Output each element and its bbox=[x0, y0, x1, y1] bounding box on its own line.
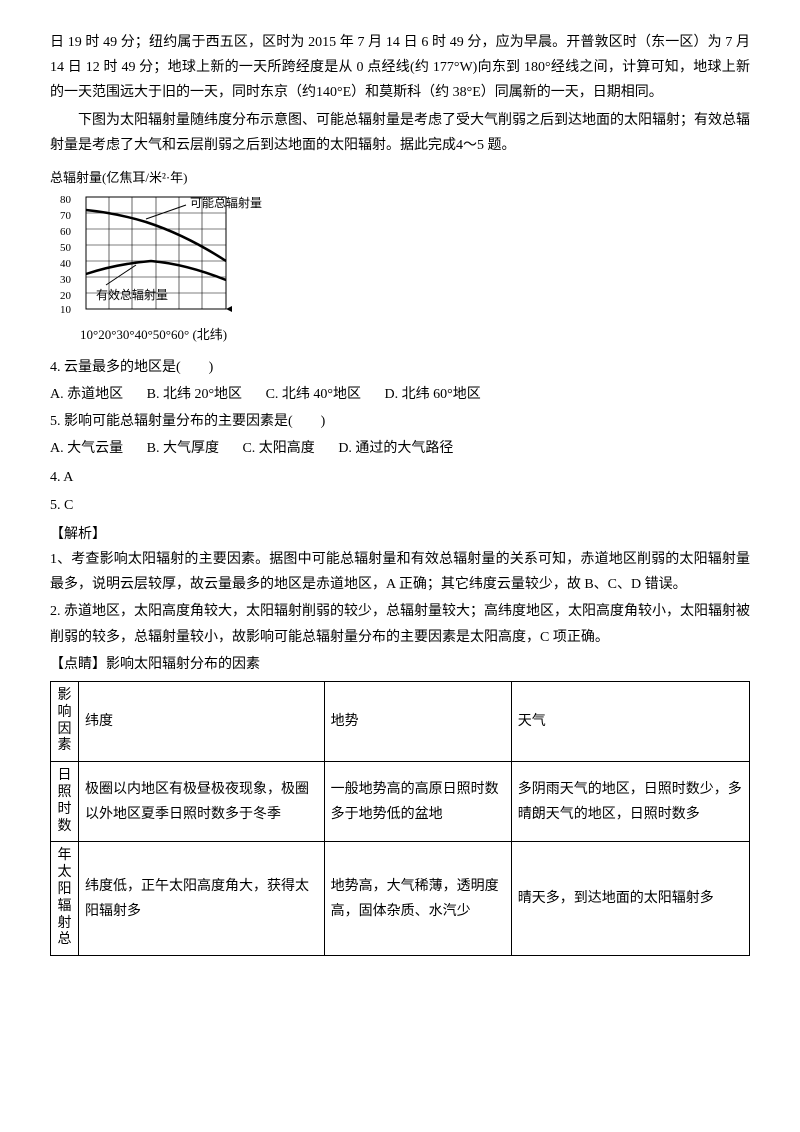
svg-text:60: 60 bbox=[60, 226, 72, 238]
chart-title: 总辐射量(亿焦耳/米²·年) bbox=[50, 166, 750, 189]
radiation-chart: 80 70 60 50 40 30 20 10 可能总辐射量 有效总辐射量 bbox=[58, 191, 278, 321]
row2-c2: 一般地势高的高原日照时数多于地势低的盆地 bbox=[324, 762, 511, 842]
svg-text:30: 30 bbox=[60, 274, 72, 286]
chart-line1-label: 可能总辐射量 bbox=[190, 195, 262, 210]
q4-option-c: C. 北纬 40°地区 bbox=[266, 387, 361, 402]
q5-option-b: B. 大气厚度 bbox=[147, 441, 219, 456]
row3-c3: 晴天多，到达地面的太阳辐射多 bbox=[511, 842, 749, 956]
q5-option-c: C. 太阳高度 bbox=[242, 441, 314, 456]
row1-c3: 天气 bbox=[511, 681, 749, 761]
q5-option-d: D. 通过的大气路径 bbox=[338, 441, 453, 456]
tip-heading: 【点睛】影响太阳辐射分布的因素 bbox=[50, 652, 750, 677]
table-row: 影响因素 纬度 地势 天气 bbox=[51, 681, 750, 761]
chart-x-axis: 10°20°30°40°50°60° (北纬) bbox=[80, 323, 750, 346]
row2-c1: 极圈以内地区有极昼极夜现象，极圈以外地区夏季日照时数多于冬季 bbox=[79, 762, 325, 842]
chart-container: 总辐射量(亿焦耳/米²·年) bbox=[50, 166, 750, 347]
q4-option-d: D. 北纬 60°地区 bbox=[385, 387, 481, 402]
q5-stem: 5. 影响可能总辐射量分布的主要因素是( ) bbox=[50, 409, 750, 434]
factors-table: 影响因素 纬度 地势 天气 日照时数 极圈以内地区有极昼极夜现象，极圈以外地区夏… bbox=[50, 681, 750, 956]
svg-text:70: 70 bbox=[60, 210, 72, 222]
row2-c3: 多阴雨天气的地区，日照时数少，多晴朗天气的地区，日照时数多 bbox=[511, 762, 749, 842]
svg-text:10: 10 bbox=[60, 304, 72, 316]
analysis-p2: 2. 赤道地区，太阳高度角较大，太阳辐射削弱的较少，总辐射量较大；高纬度地区，太… bbox=[50, 599, 750, 649]
table-row: 年太阳辐射总 纬度低，正午太阳高度角大，获得太阳辐射多 地势高，大气稀薄，透明度… bbox=[51, 842, 750, 956]
answer-5: 5. C bbox=[50, 493, 750, 518]
row2-head: 日照时数 bbox=[51, 762, 79, 842]
analysis-p1: 1、考查影响太阳辐射的主要因素。据图中可能总辐射量和有效总辐射量的关系可知，赤道… bbox=[50, 547, 750, 597]
row1-c2: 地势 bbox=[324, 681, 511, 761]
q4-options: A. 赤道地区 B. 北纬 20°地区 C. 北纬 40°地区 D. 北纬 60… bbox=[50, 382, 750, 407]
svg-text:40: 40 bbox=[60, 258, 72, 270]
row1-head: 影响因素 bbox=[51, 681, 79, 761]
q4-stem: 4. 云量最多的地区是( ) bbox=[50, 355, 750, 380]
answer-4: 4. A bbox=[50, 465, 750, 490]
row3-c1: 纬度低，正午太阳高度角大，获得太阳辐射多 bbox=[79, 842, 325, 956]
chart-x-unit: (北纬) bbox=[192, 327, 227, 342]
row1-c1: 纬度 bbox=[79, 681, 325, 761]
row3-head: 年太阳辐射总 bbox=[51, 842, 79, 956]
q4-option-a: A. 赤道地区 bbox=[50, 387, 123, 402]
q5-options: A. 大气云量 B. 大气厚度 C. 太阳高度 D. 通过的大气路径 bbox=[50, 436, 750, 461]
svg-text:20: 20 bbox=[60, 290, 72, 302]
analysis-heading: 【解析】 bbox=[50, 522, 750, 547]
chart-line2-label: 有效总辐射量 bbox=[96, 287, 168, 302]
q5-option-a: A. 大气云量 bbox=[50, 441, 123, 456]
intro-paragraph-2: 下图为太阳辐射量随纬度分布示意图、可能总辐射量是考虑了受大气削弱之后到达地面的太… bbox=[50, 108, 750, 158]
chart-x-ticks: 10°20°30°40°50°60° bbox=[80, 327, 189, 342]
svg-text:80: 80 bbox=[60, 194, 72, 206]
row3-c2: 地势高，大气稀薄，透明度高，固体杂质、水汽少 bbox=[324, 842, 511, 956]
intro-paragraph-1: 日 19 时 49 分；纽约属于西五区，区时为 2015 年 7 月 14 日 … bbox=[50, 30, 750, 106]
svg-text:50: 50 bbox=[60, 242, 72, 254]
table-row: 日照时数 极圈以内地区有极昼极夜现象，极圈以外地区夏季日照时数多于冬季 一般地势… bbox=[51, 762, 750, 842]
q4-option-b: B. 北纬 20°地区 bbox=[147, 387, 242, 402]
